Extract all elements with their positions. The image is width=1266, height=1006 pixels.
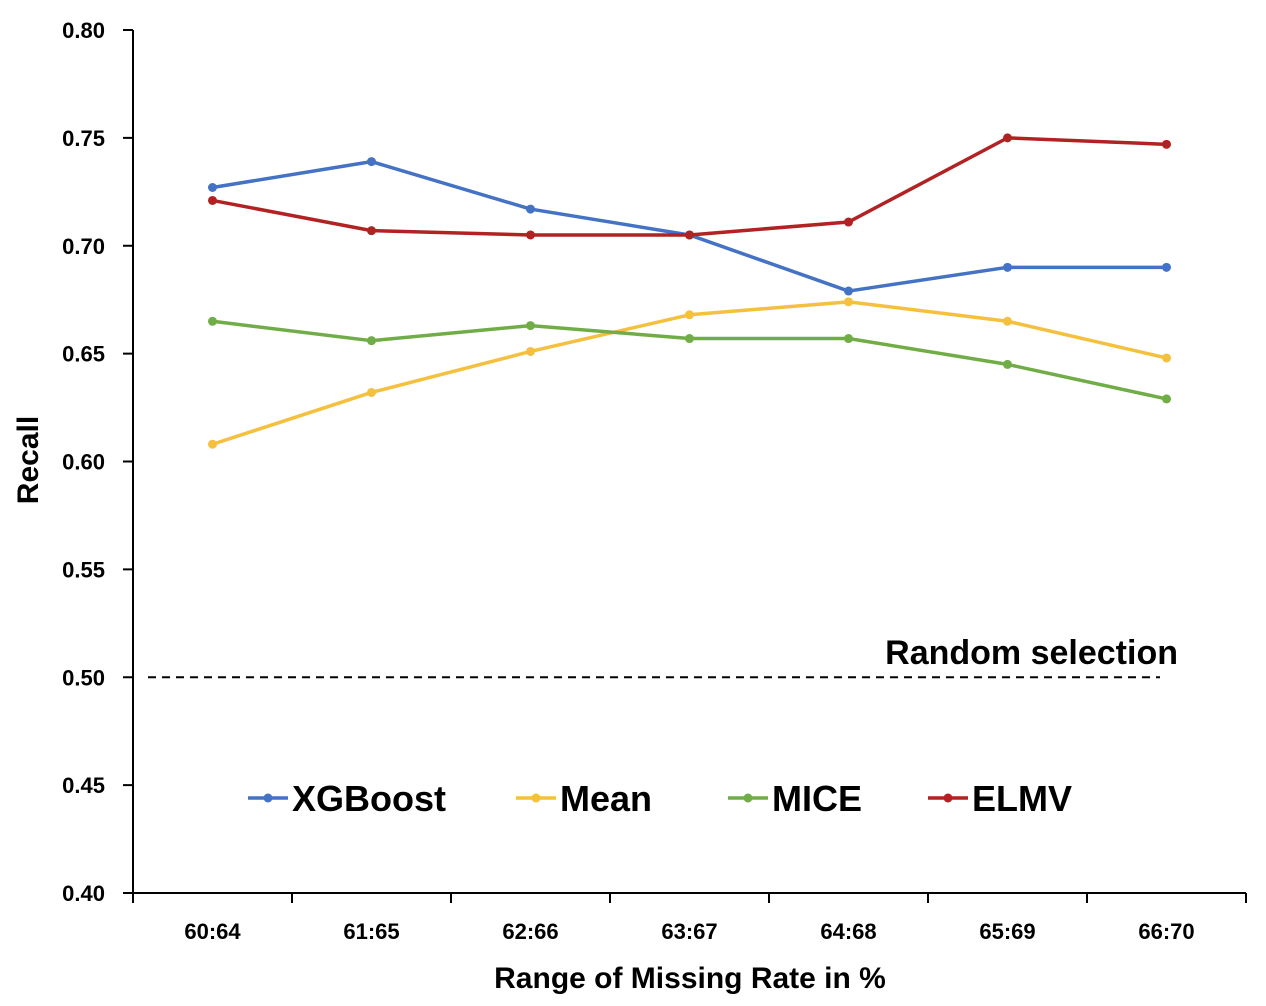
legend-marker-xgboost bbox=[263, 793, 273, 803]
legend-marker-mice bbox=[743, 793, 753, 803]
point-mean bbox=[208, 439, 217, 449]
x-tick-label: 64:68 bbox=[820, 919, 876, 944]
point-elmv bbox=[844, 217, 853, 227]
point-mice bbox=[1003, 359, 1012, 369]
point-elmv bbox=[208, 195, 217, 205]
point-elmv bbox=[685, 230, 694, 240]
series-line-elmv bbox=[212, 136, 1167, 237]
point-mice bbox=[1162, 394, 1171, 404]
point-mice bbox=[367, 336, 376, 346]
legend-label-mice: MICE bbox=[772, 778, 862, 819]
point-xgboost bbox=[526, 204, 535, 214]
point-elmv bbox=[367, 226, 376, 236]
x-tick-label: 61:65 bbox=[343, 919, 399, 944]
legend: XGBoost Mean MICE ELMV bbox=[248, 778, 1072, 819]
series-line-mean bbox=[211, 300, 1167, 446]
point-mean bbox=[526, 346, 535, 356]
x-tick-label: 63:67 bbox=[661, 919, 717, 944]
y-tick-label: 0.80 bbox=[62, 18, 105, 43]
y-tick-label: 0.45 bbox=[62, 773, 105, 798]
legend-marker-mean bbox=[531, 793, 541, 803]
legend-marker-elmv bbox=[943, 793, 953, 803]
point-xgboost bbox=[367, 157, 376, 167]
point-mean bbox=[685, 310, 694, 320]
reference-line-label: Random selection bbox=[885, 634, 1178, 672]
y-tick-label: 0.70 bbox=[62, 234, 105, 259]
point-mice bbox=[844, 334, 853, 344]
point-xgboost bbox=[208, 182, 217, 192]
point-elmv bbox=[1162, 139, 1171, 149]
legend-label-xgboost: XGBoost bbox=[292, 778, 446, 819]
y-tick-label: 0.55 bbox=[62, 557, 105, 582]
point-mice bbox=[526, 321, 535, 331]
y-tick-label: 0.75 bbox=[62, 126, 105, 151]
point-xgboost bbox=[1162, 262, 1171, 272]
y-tick-label: 0.60 bbox=[62, 450, 105, 475]
x-tick-label: 65:69 bbox=[979, 919, 1035, 944]
point-mean bbox=[367, 387, 376, 397]
legend-label-elmv: ELMV bbox=[972, 778, 1072, 819]
point-xgboost bbox=[844, 286, 853, 296]
legend-label-mean: Mean bbox=[560, 778, 652, 819]
x-tick-label: 60:64 bbox=[184, 919, 241, 944]
point-mean bbox=[1003, 316, 1012, 326]
y-tick-label: 0.65 bbox=[62, 342, 105, 367]
series-layer bbox=[208, 133, 1171, 449]
y-axis-title: Recall bbox=[12, 416, 45, 504]
x-axis-title: Range of Missing Rate in % bbox=[494, 962, 886, 995]
point-mean bbox=[844, 297, 853, 307]
series-line-mice bbox=[212, 319, 1167, 401]
y-tick-label: 0.50 bbox=[62, 665, 105, 690]
x-tick-label: 66:70 bbox=[1138, 919, 1194, 944]
axes-layer: 0.40 0.45 0.50 0.55 0.60 0.65 0.70 0.75 0.80 60:6… bbox=[62, 18, 1247, 944]
point-mice bbox=[685, 334, 694, 344]
point-mean bbox=[1162, 353, 1171, 363]
point-elmv bbox=[526, 230, 535, 240]
point-mice bbox=[208, 316, 217, 326]
y-tick-label: 0.40 bbox=[62, 881, 105, 906]
point-xgboost bbox=[1003, 262, 1012, 272]
point-elmv bbox=[1003, 133, 1012, 143]
x-tick-label: 62:66 bbox=[502, 919, 558, 944]
